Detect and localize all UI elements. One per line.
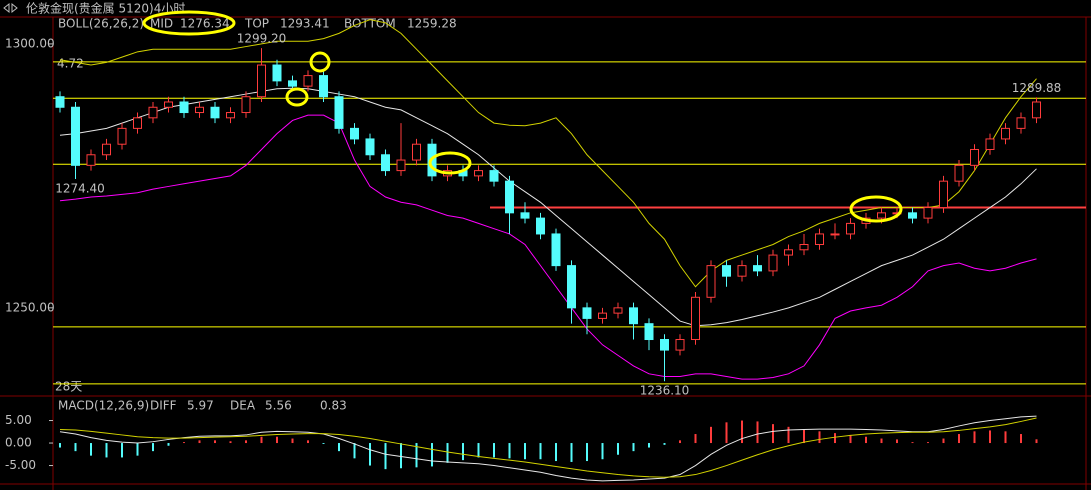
candle-body <box>536 217 545 235</box>
candle-body <box>365 138 375 156</box>
candle-body <box>226 112 235 119</box>
candle-body <box>877 212 886 219</box>
candle-body <box>86 154 96 166</box>
y-tick-label: 5.00 <box>5 413 32 427</box>
price-label: 1289.88 <box>1012 81 1062 95</box>
candle-body <box>799 244 809 251</box>
candle-body <box>722 265 731 277</box>
y-tick-label: 0.00 <box>5 436 32 450</box>
candle-body <box>133 117 142 129</box>
candle-body <box>737 265 747 277</box>
candle-body <box>210 106 220 119</box>
candle-body <box>675 339 685 351</box>
candle-body <box>164 101 173 108</box>
candle-body <box>923 207 933 219</box>
candle-body <box>784 249 793 256</box>
candle-body <box>768 254 778 272</box>
candle-body <box>908 212 917 219</box>
candle-body <box>412 143 421 161</box>
candle-body <box>954 164 964 182</box>
candle-body <box>102 143 111 156</box>
candle-body <box>1032 101 1041 119</box>
y-tick-label: -5.00 <box>5 458 36 472</box>
candle-body <box>629 307 638 325</box>
chart-title: 伦敦金现(贵金属 5120)4小时 <box>26 1 185 16</box>
candle-body <box>257 64 266 98</box>
legend-macd-value: 0.83 <box>320 399 347 413</box>
legend-mid-value: 1276.34 <box>180 17 230 31</box>
candle-body <box>148 106 158 119</box>
legend-top-value: 1293.41 <box>280 17 330 31</box>
candle-body <box>474 170 483 177</box>
indicator-line <box>59 114 1037 380</box>
legend-bottom-value: 1259.28 <box>407 17 457 31</box>
candle-body <box>691 296 700 341</box>
candle-body <box>381 154 390 172</box>
candle-body <box>489 170 499 182</box>
candle-body <box>241 96 251 114</box>
candle-body <box>303 75 313 87</box>
y-tick-label: 1250.00 <box>5 300 55 314</box>
highlight-ellipse <box>309 51 331 73</box>
candle-body <box>520 212 530 219</box>
candle-body <box>1001 127 1010 140</box>
legend-mid-name: MID <box>150 17 173 31</box>
candle-body <box>319 75 328 98</box>
candle-body <box>288 80 297 87</box>
legend-dea-name: DEA <box>230 399 256 413</box>
highlight-ellipse <box>142 10 236 36</box>
nav-left[interactable] <box>3 2 10 14</box>
legend-diff-value: 5.97 <box>187 399 214 413</box>
candle-body <box>815 233 824 246</box>
candle-body <box>334 96 344 129</box>
candle-body <box>985 138 995 150</box>
legend-top-name: TOP <box>244 17 269 31</box>
legend-dea-value: 5.56 <box>265 399 292 413</box>
legend-diff-name: DIFF <box>150 399 177 413</box>
price-label: 1299.20 <box>237 32 287 46</box>
candle-body <box>753 265 762 272</box>
highlight-ellipse <box>285 87 309 107</box>
macd-title: MACD(12,26,9) <box>58 399 149 413</box>
indicator-line <box>59 417 1037 478</box>
candle-body <box>613 307 623 314</box>
candle-body <box>970 148 979 166</box>
y-tick-label: 1300.00 <box>5 36 55 50</box>
candle-body <box>660 339 669 351</box>
candle-body <box>117 127 127 145</box>
candle-body <box>195 106 204 114</box>
candle-body <box>551 233 561 267</box>
candle-body <box>644 323 654 341</box>
title-bar <box>0 0 1091 17</box>
period-note: 28天 <box>55 380 82 394</box>
price-label: 1274.40 <box>55 182 105 196</box>
candle-body <box>939 180 948 209</box>
candle-body <box>505 180 514 214</box>
candle-body <box>71 106 80 166</box>
candle-body <box>350 127 359 140</box>
indicator-label: BOLL(26,26,2) <box>58 17 144 31</box>
candle-body <box>598 312 607 319</box>
highlight-ellipse <box>849 195 903 223</box>
legend-bottom-name: BOTTOM <box>344 17 396 31</box>
indicator-line <box>59 87 1037 327</box>
candle-body <box>396 159 406 172</box>
indicator-line <box>59 415 1037 482</box>
candle-body <box>179 101 189 114</box>
candle-body <box>830 233 840 236</box>
candle-body <box>272 64 282 82</box>
candle-body <box>846 222 855 235</box>
indicator-line <box>59 19 1037 288</box>
price-label: 1236.10 <box>640 384 690 398</box>
candle-body <box>582 307 592 319</box>
highlight-ellipse <box>428 151 472 175</box>
nav-right[interactable] <box>11 2 18 14</box>
candle-body <box>567 265 576 309</box>
candle-body <box>1016 117 1026 129</box>
candle-body <box>55 96 65 108</box>
annotations <box>142 10 903 223</box>
candle-body <box>706 265 716 298</box>
